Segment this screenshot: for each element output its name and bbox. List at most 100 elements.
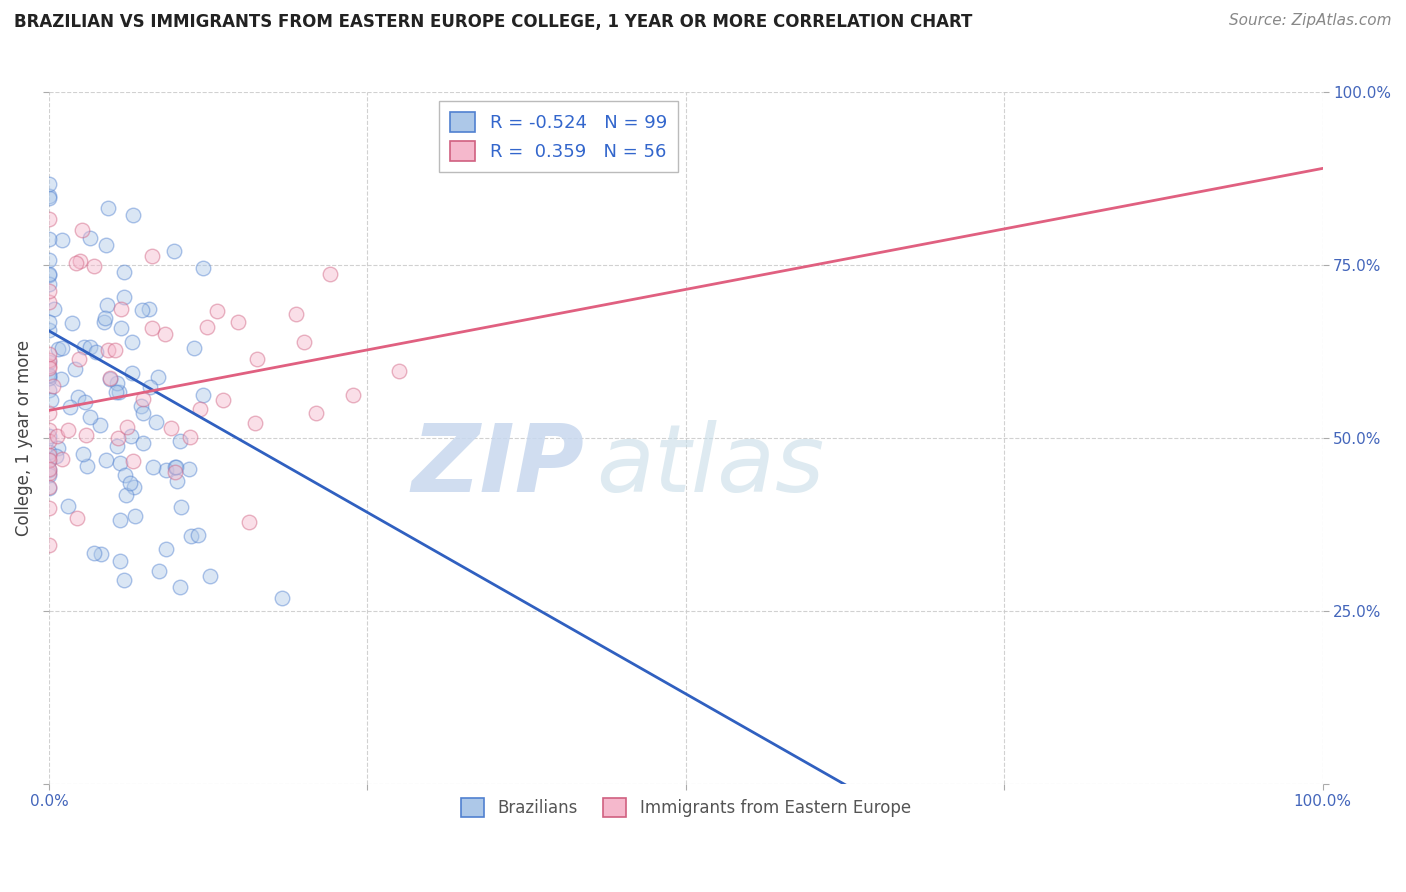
Point <box>51 452 73 467</box>
Point <box>169 434 191 449</box>
Point <box>38 501 60 516</box>
Point <box>38 188 60 202</box>
Point <box>38 368 60 383</box>
Point <box>38 429 60 443</box>
Point <box>73 340 96 354</box>
Point <box>38 295 60 310</box>
Point <box>121 366 143 380</box>
Point <box>270 591 292 606</box>
Point <box>205 303 228 318</box>
Point <box>84 345 107 359</box>
Legend: Brazilians, Immigrants from Eastern Europe: Brazilians, Immigrants from Eastern Euro… <box>454 792 917 824</box>
Point <box>38 462 60 476</box>
Point <box>195 320 218 334</box>
Point <box>38 462 60 476</box>
Point <box>305 406 328 420</box>
Point <box>191 261 214 276</box>
Point <box>110 321 132 335</box>
Point <box>342 388 364 402</box>
Point <box>148 564 170 578</box>
Point <box>155 463 177 477</box>
Point <box>38 468 60 483</box>
Point <box>38 347 60 361</box>
Point <box>39 392 62 407</box>
Point <box>112 574 135 588</box>
Point <box>94 452 117 467</box>
Point <box>38 361 60 376</box>
Text: BRAZILIAN VS IMMIGRANTS FROM EASTERN EUROPE COLLEGE, 1 YEAR OR MORE CORRELATION : BRAZILIAN VS IMMIGRANTS FROM EASTERN EUR… <box>14 13 973 31</box>
Point <box>49 372 72 386</box>
Point <box>38 232 60 246</box>
Point <box>60 316 83 330</box>
Point <box>142 459 165 474</box>
Point <box>65 361 87 376</box>
Point <box>141 249 163 263</box>
Point <box>108 512 131 526</box>
Point <box>38 211 60 226</box>
Point <box>120 475 142 490</box>
Point <box>103 343 125 357</box>
Point <box>105 439 128 453</box>
Point <box>42 379 65 393</box>
Point <box>38 453 60 467</box>
Point <box>38 284 60 298</box>
Point <box>163 459 186 474</box>
Point <box>187 528 209 542</box>
Point <box>132 435 155 450</box>
Point <box>96 298 118 312</box>
Point <box>141 320 163 334</box>
Point <box>38 480 60 494</box>
Point <box>211 393 233 408</box>
Point <box>38 253 60 268</box>
Point <box>83 546 105 560</box>
Point <box>124 480 146 494</box>
Point <box>121 335 143 350</box>
Point <box>112 265 135 279</box>
Point <box>38 359 60 373</box>
Point <box>79 340 101 354</box>
Point <box>115 420 138 434</box>
Point <box>94 238 117 252</box>
Point <box>177 462 200 476</box>
Point <box>79 410 101 425</box>
Point <box>145 415 167 429</box>
Point <box>115 488 138 502</box>
Point <box>38 268 60 282</box>
Point <box>56 423 79 437</box>
Point <box>97 343 120 358</box>
Point <box>146 370 169 384</box>
Point <box>110 302 132 317</box>
Point <box>75 428 97 442</box>
Point <box>66 511 89 525</box>
Point <box>238 515 260 529</box>
Point <box>138 301 160 316</box>
Point <box>75 394 97 409</box>
Point <box>45 449 67 463</box>
Point <box>245 416 267 430</box>
Point <box>38 355 60 369</box>
Point <box>183 341 205 355</box>
Point <box>132 406 155 420</box>
Point <box>38 434 60 449</box>
Point <box>191 388 214 402</box>
Point <box>69 253 91 268</box>
Point <box>98 372 121 386</box>
Point <box>165 465 187 479</box>
Point <box>285 307 308 321</box>
Point <box>83 259 105 273</box>
Point <box>155 326 177 341</box>
Point <box>38 370 60 384</box>
Point <box>188 402 211 417</box>
Point <box>132 392 155 407</box>
Point <box>160 420 183 434</box>
Point <box>38 277 60 291</box>
Point <box>169 580 191 594</box>
Point <box>72 447 94 461</box>
Point <box>38 177 60 191</box>
Point <box>107 431 129 445</box>
Point <box>94 311 117 326</box>
Point <box>110 456 132 470</box>
Point <box>121 208 143 222</box>
Point <box>44 302 66 317</box>
Point <box>38 423 60 437</box>
